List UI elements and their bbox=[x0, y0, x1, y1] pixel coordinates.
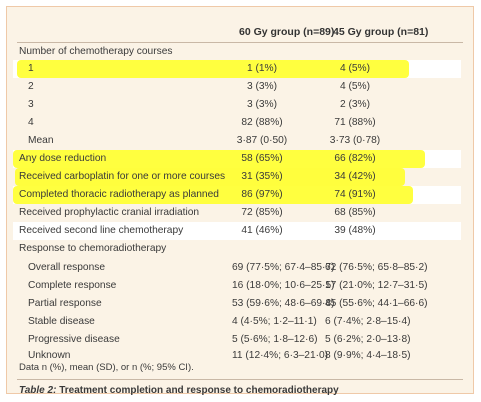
row-value-60gy: 86 (97%) bbox=[241, 189, 283, 200]
row-value-45gy: 34 (42%) bbox=[334, 171, 376, 182]
table-row: 1 1 (1%) 4 (5%) bbox=[13, 60, 461, 78]
table-row: Mean 3·87 (0·50) 3·73 (0·78) bbox=[7, 132, 473, 150]
row-label: Unknown bbox=[28, 350, 71, 361]
row-label: Completed thoracic radiotherapy as plann… bbox=[19, 189, 219, 200]
row-value-45gy: 45 (55·6%; 44·1–66·6) bbox=[325, 298, 428, 309]
row-value-45gy: 74 (91%) bbox=[334, 189, 376, 200]
highlight-mark bbox=[13, 150, 425, 168]
table-row: 2 3 (3%) 4 (5%) bbox=[7, 78, 473, 96]
row-label: Response to chemoradiotherapy bbox=[19, 243, 167, 254]
caption-text: Treatment completion and response to che… bbox=[59, 385, 339, 396]
row-value-60gy: 69 (77·5%; 67·4–85·7) bbox=[232, 262, 335, 273]
row-label: Any dose reduction bbox=[19, 153, 107, 164]
table-row: Received second line chemotherapy 41 (46… bbox=[13, 222, 461, 240]
row-value-45gy: 4 (5%) bbox=[339, 81, 370, 92]
row-value-45gy: 6 (7·4%; 2·8–15·4) bbox=[325, 316, 411, 327]
table-row: Received prophylactic cranial irradiatio… bbox=[7, 204, 473, 222]
table-row: Response to chemoradiotherapy bbox=[7, 240, 473, 258]
row-value-60gy: 5 (5·6%; 1·8–12·6) bbox=[232, 334, 318, 345]
row-value-60gy: 11 (12·4%; 6·3–21·0) bbox=[232, 350, 329, 361]
table-panel: 60 Gy group (n=89) 45 Gy group (n=81) Nu… bbox=[6, 6, 474, 396]
column-header-45gy: 45 Gy group (n=81) bbox=[333, 26, 429, 38]
row-label: Progressive disease bbox=[28, 334, 120, 345]
table-footnote: Data n (%), mean (SD), or n (%; 95% CI). bbox=[19, 362, 194, 373]
row-value-60gy: 58 (65%) bbox=[241, 153, 283, 164]
table-caption: Table 2: Treatment completion and respon… bbox=[19, 385, 339, 396]
row-value-60gy: 16 (18·0%; 10·6–25·5) bbox=[232, 280, 335, 291]
row-label: Number of chemotherapy courses bbox=[19, 46, 173, 57]
row-value-45gy: 4 (5%) bbox=[339, 63, 370, 74]
table-row: 4 82 (88%) 71 (88%) bbox=[7, 114, 473, 132]
caption-label: Table 2: bbox=[19, 385, 57, 396]
row-value-45gy: 62 (76·5%; 65·8–85·2) bbox=[325, 262, 428, 273]
table-row: Overall response 69 (77·5%; 67·4–85·7) 6… bbox=[7, 259, 473, 277]
header-divider bbox=[17, 42, 463, 43]
row-label: Mean bbox=[28, 135, 54, 146]
table-row: Number of chemotherapy courses bbox=[7, 43, 473, 61]
row-value-45gy: 2 (3%) bbox=[339, 99, 370, 110]
row-value-45gy: 8 (9·9%; 4·4–18·5) bbox=[325, 350, 411, 361]
row-value-60gy: 72 (85%) bbox=[241, 207, 283, 218]
table-row: Complete response 16 (18·0%; 10·6–25·5) … bbox=[7, 277, 473, 295]
table-row: Any dose reduction 58 (65%) 66 (82%) bbox=[13, 150, 461, 168]
row-label: Complete response bbox=[28, 280, 117, 291]
row-value-60gy: 1 (1%) bbox=[246, 63, 277, 74]
row-value-60gy: 3 (3%) bbox=[246, 99, 277, 110]
table-row: 3 3 (3%) 2 (3%) bbox=[7, 96, 473, 114]
row-value-60gy: 4 (4·5%; 1·2–11·1) bbox=[232, 316, 317, 327]
column-header-60gy: 60 Gy group (n=89) bbox=[239, 26, 335, 38]
table-row: Unknown 11 (12·4%; 6·3–21·0) 8 (9·9%; 4·… bbox=[7, 347, 473, 365]
table-row: Received carboplatin for one or more cou… bbox=[7, 168, 473, 186]
row-label: Overall response bbox=[28, 262, 106, 273]
row-label: 2 bbox=[28, 81, 34, 92]
row-value-60gy: 53 (59·6%; 48·6–69·8) bbox=[232, 298, 335, 309]
row-value-60gy: 41 (46%) bbox=[241, 225, 283, 236]
row-value-45gy: 68 (85%) bbox=[334, 207, 376, 218]
row-label: Stable disease bbox=[28, 316, 95, 327]
highlight-mark bbox=[13, 186, 413, 204]
row-value-45gy: 5 (6·2%; 2·0–13·8) bbox=[325, 334, 411, 345]
row-value-60gy: 31 (35%) bbox=[241, 171, 283, 182]
row-value-60gy: 3 (3%) bbox=[246, 81, 277, 92]
row-label: Received second line chemotherapy bbox=[19, 225, 184, 236]
row-label: Received carboplatin for one or more cou… bbox=[19, 171, 226, 182]
highlight-mark bbox=[17, 60, 409, 78]
row-value-60gy: 82 (88%) bbox=[241, 117, 283, 128]
row-label: 1 bbox=[28, 63, 34, 74]
row-value-45gy: 66 (82%) bbox=[334, 153, 376, 164]
row-label: Received prophylactic cranial irradiatio… bbox=[19, 207, 200, 218]
row-label: 4 bbox=[28, 117, 34, 128]
row-value-45gy: 39 (48%) bbox=[334, 225, 376, 236]
row-value-45gy: 17 (21·0%; 12·7–31·5) bbox=[325, 280, 428, 291]
row-label: Partial response bbox=[28, 298, 102, 309]
highlight-mark bbox=[15, 168, 405, 186]
table-row: Stable disease 4 (4·5%; 1·2–11·1) 6 (7·4… bbox=[7, 313, 473, 331]
footer-divider bbox=[17, 379, 463, 380]
row-label: 3 bbox=[28, 99, 34, 110]
table-row: Progressive disease 5 (5·6%; 1·8–12·6) 5… bbox=[7, 331, 473, 349]
table-row: Partial response 53 (59·6%; 48·6–69·8) 4… bbox=[7, 295, 473, 313]
row-value-45gy: 71 (88%) bbox=[334, 117, 376, 128]
table-row: Completed thoracic radiotherapy as plann… bbox=[13, 186, 461, 204]
row-value-45gy: 3·73 (0·78) bbox=[329, 135, 381, 146]
row-value-60gy: 3·87 (0·50) bbox=[236, 135, 288, 146]
